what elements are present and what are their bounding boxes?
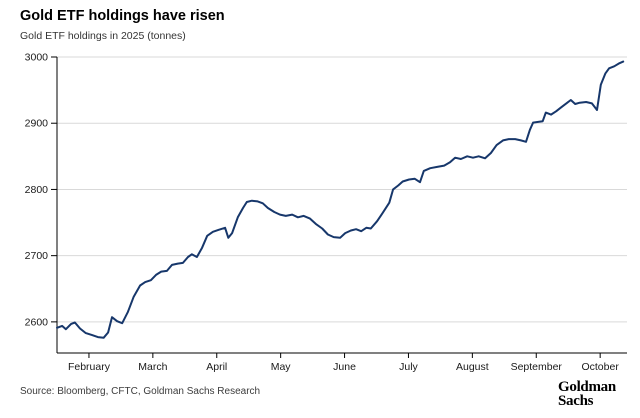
data-series-line — [56, 60, 625, 339]
goldman-sachs-logo: Goldman Sachs — [558, 379, 630, 409]
x-tick-label: September — [511, 361, 563, 373]
logo-line-2: Sachs — [558, 392, 594, 409]
y-tick-label: 2700 — [25, 250, 49, 262]
chart-subtitle: Gold ETF holdings in 2025 (tonnes) — [20, 30, 186, 42]
source-text: Source: Bloomberg, CFTC, Goldman Sachs R… — [20, 386, 261, 397]
x-tick-label: July — [399, 361, 418, 373]
chart-title: Gold ETF holdings have risen — [20, 8, 225, 24]
x-tick-label: June — [333, 361, 356, 373]
chart-area: 2600 2700 2800 2900 3000 February March April Ma… — [0, 50, 640, 380]
x-tick-label: April — [206, 361, 227, 373]
x-tick-label: February — [68, 361, 111, 373]
x-tick-label: March — [138, 361, 167, 373]
y-tick-label: 2800 — [25, 184, 49, 196]
x-tick-label: October — [581, 361, 619, 373]
y-tick-label: 2600 — [25, 316, 49, 328]
line-chart-canvas: 2600 2700 2800 2900 3000 February March April Ma… — [25, 52, 627, 373]
y-tick-label: 2900 — [25, 118, 49, 130]
logo-line-1: Goldman — [558, 379, 616, 395]
x-tick-label: May — [271, 361, 292, 373]
x-tick-label: August — [456, 361, 489, 373]
y-tick-label: 3000 — [25, 52, 49, 64]
